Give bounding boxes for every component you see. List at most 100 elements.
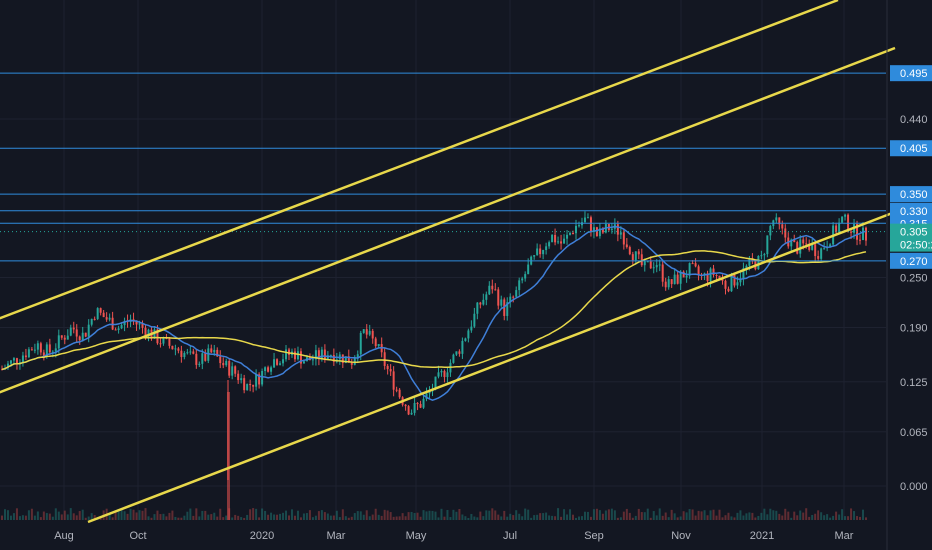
volume-bar bbox=[299, 517, 302, 520]
volume-bar bbox=[437, 517, 440, 520]
volume-bar bbox=[126, 513, 129, 520]
candle-body bbox=[96, 308, 99, 319]
candle-body bbox=[282, 359, 285, 364]
volume-bar bbox=[27, 510, 30, 520]
volume-bar bbox=[598, 510, 601, 520]
volume-bar bbox=[697, 510, 700, 520]
candle-body bbox=[745, 265, 748, 269]
volume-bar bbox=[156, 510, 159, 520]
candle-body bbox=[673, 274, 676, 285]
volume-bar bbox=[820, 512, 823, 520]
candle-body bbox=[296, 351, 299, 360]
volume-bar bbox=[850, 508, 853, 520]
volume-bar bbox=[634, 515, 637, 520]
candle-body bbox=[682, 271, 685, 278]
volume-bar bbox=[527, 509, 530, 520]
volume-bar bbox=[601, 513, 604, 520]
candle-body bbox=[69, 327, 72, 336]
candle-body bbox=[60, 335, 63, 338]
volume-bar bbox=[715, 515, 718, 520]
candle-body bbox=[368, 330, 371, 335]
volume-bar bbox=[652, 511, 655, 520]
candle-body bbox=[222, 363, 225, 366]
volume-bar bbox=[195, 508, 198, 520]
volume-bar bbox=[273, 514, 276, 520]
candle-body bbox=[694, 263, 697, 267]
candle-body bbox=[87, 324, 90, 337]
candle-body bbox=[311, 359, 314, 361]
volume-bar bbox=[93, 515, 96, 520]
volume-bar bbox=[485, 510, 488, 520]
candle-body bbox=[649, 261, 652, 269]
volume-bar bbox=[270, 512, 273, 520]
candle-body bbox=[78, 336, 81, 341]
candle-body bbox=[416, 403, 419, 405]
candle-body bbox=[219, 356, 222, 364]
volume-bar bbox=[392, 516, 395, 520]
candle-body bbox=[216, 349, 219, 357]
candle-body bbox=[273, 359, 276, 368]
price-axis[interactable]: 0.000 0.065 0.125 0.190 0.250 0.440 0.495 0.405… bbox=[886, 0, 932, 550]
candle-body bbox=[715, 275, 718, 277]
volume-bar bbox=[153, 514, 156, 520]
candle-body bbox=[93, 318, 96, 320]
volume-bar bbox=[862, 509, 865, 520]
time-axis[interactable]: Aug Oct 2020 Mar May Jul Sep Nov 2021 Mar bbox=[54, 530, 854, 542]
candle-body bbox=[563, 238, 566, 244]
price-level-label: 0.495 bbox=[900, 68, 928, 80]
volume-bar bbox=[377, 514, 380, 520]
volume-bar bbox=[664, 512, 667, 520]
candle-body bbox=[183, 353, 186, 358]
volume-bar bbox=[829, 517, 832, 520]
channel-lines[interactable] bbox=[0, 0, 896, 524]
candle-body bbox=[589, 217, 592, 232]
candle-body bbox=[135, 320, 138, 325]
candle-body bbox=[66, 335, 69, 340]
candle-body bbox=[276, 359, 279, 365]
volume-bar bbox=[790, 517, 793, 520]
candle-body bbox=[572, 232, 575, 234]
volume-bar bbox=[9, 515, 12, 520]
candle-body bbox=[491, 285, 494, 290]
candle-body bbox=[359, 332, 362, 355]
volume-bar bbox=[566, 514, 569, 520]
volume-bar bbox=[670, 509, 673, 520]
candle-body bbox=[63, 337, 66, 340]
volume-bar bbox=[168, 512, 171, 520]
candle-body bbox=[240, 378, 243, 381]
candle-body bbox=[685, 275, 688, 278]
volume-bar bbox=[694, 515, 697, 520]
volume-bar bbox=[1, 515, 3, 520]
y-tick-label: 0.065 bbox=[900, 427, 928, 439]
candle-body bbox=[488, 285, 491, 295]
volume-bar bbox=[141, 510, 144, 520]
candle-body bbox=[796, 242, 799, 254]
volume-bar bbox=[398, 516, 401, 520]
candle-body bbox=[706, 273, 709, 282]
candle-body bbox=[500, 299, 503, 306]
volume-bar bbox=[21, 515, 24, 520]
volume-bar bbox=[368, 516, 371, 520]
volume-bar bbox=[748, 512, 751, 520]
candle-body bbox=[102, 312, 105, 318]
volume-bar bbox=[503, 510, 506, 520]
candle-body bbox=[625, 244, 628, 248]
x-tick-label: Jul bbox=[503, 530, 517, 542]
volume-bar bbox=[640, 512, 643, 520]
candle-body bbox=[712, 268, 715, 276]
volume-bar bbox=[461, 514, 464, 520]
volume-bar bbox=[305, 513, 308, 520]
volume-bar bbox=[757, 515, 760, 520]
candle-body bbox=[811, 244, 814, 250]
volume-bar bbox=[201, 510, 204, 520]
volume-bar bbox=[222, 517, 225, 520]
candle-body bbox=[356, 354, 359, 359]
candle-body bbox=[428, 391, 431, 394]
volume-bar bbox=[685, 512, 688, 520]
candle-body bbox=[413, 403, 416, 413]
candle-body bbox=[114, 329, 117, 331]
volume-bar bbox=[174, 516, 177, 520]
volume-bar bbox=[595, 508, 598, 520]
candle-body bbox=[619, 232, 622, 235]
